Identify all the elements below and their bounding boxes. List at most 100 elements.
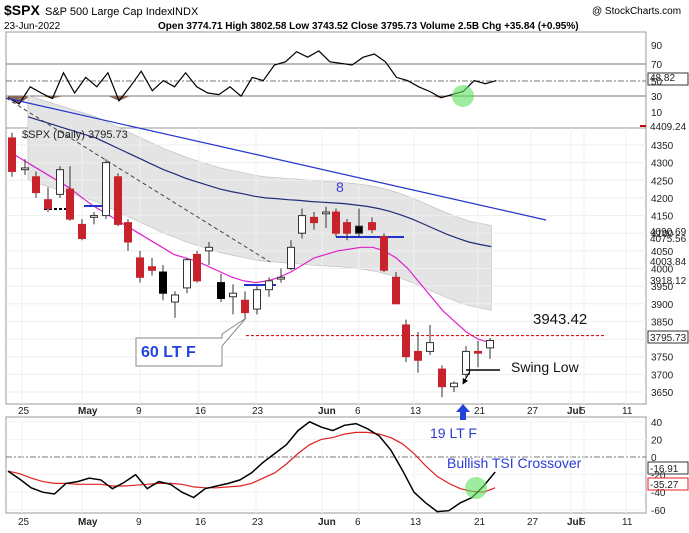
tsi-line xyxy=(7,420,496,513)
x-tick-label: 23 xyxy=(252,406,264,417)
candle-down xyxy=(8,137,16,172)
candle xyxy=(171,291,179,318)
index-name: S&P 500 Large Cap Index xyxy=(45,6,173,18)
candle-down xyxy=(402,324,410,358)
candle-down xyxy=(32,176,40,194)
x-tick-label: May xyxy=(78,406,98,417)
candle-down xyxy=(310,216,318,224)
candle xyxy=(265,277,273,297)
candle-down xyxy=(114,176,122,225)
price-tick-label: 3950 xyxy=(651,282,674,293)
price-tick-label: 4350 xyxy=(651,141,674,152)
candle xyxy=(355,208,363,237)
candle xyxy=(159,264,167,301)
tsi-value-label: -16.91 xyxy=(650,464,679,475)
x-tick-label-bottom: May xyxy=(78,517,98,528)
candle-down xyxy=(343,222,351,234)
candle-up xyxy=(183,259,191,289)
candle-up xyxy=(102,162,110,217)
tsi-crossover-highlight xyxy=(465,477,487,499)
ohlc-line: Open 3774.71 High 3802.58 Low 3743.52 Cl… xyxy=(158,21,579,32)
x-tick-label-bottom: 23 xyxy=(252,517,264,528)
candle-up xyxy=(450,382,458,388)
tsi-panel: 40 20 0 -20 -40 -60 -16.91 -35.27 xyxy=(6,417,689,517)
candle-up xyxy=(287,246,295,269)
candle-up xyxy=(462,350,470,375)
x-tick-label: 16 xyxy=(195,406,207,417)
price-tag-label: 4090.69 xyxy=(650,227,687,238)
candle xyxy=(287,240,295,271)
level-label: 3943.42 xyxy=(533,311,587,328)
candle-up xyxy=(171,294,179,303)
candle xyxy=(102,159,110,220)
oscillator-line xyxy=(7,50,497,105)
up-arrow-icon xyxy=(456,404,470,420)
candle xyxy=(474,340,482,368)
price-tag-label: 4075.56 xyxy=(650,234,687,245)
candle xyxy=(148,257,156,276)
tsi-tick-label: -60 xyxy=(651,506,666,517)
wave-label: 8 xyxy=(336,179,344,195)
candle-up xyxy=(21,167,29,171)
candle-up xyxy=(355,225,363,234)
price-tick-label: 3900 xyxy=(651,300,674,311)
x-tick-label-bottom: 6 xyxy=(355,517,361,528)
x-tick-label-bottom: 21 xyxy=(474,517,486,528)
x-tick-label: Jul xyxy=(567,406,582,417)
tsi-tick-label: 40 xyxy=(651,418,663,429)
candle-down xyxy=(438,368,446,388)
price-panel-frame xyxy=(5,127,647,405)
candle xyxy=(78,219,86,241)
x-tick-label-bottom: 25 xyxy=(18,517,30,528)
x-tick-label-bottom: 27 xyxy=(527,517,539,528)
candle-down xyxy=(217,282,225,299)
price-tick-label: 4100 xyxy=(651,229,674,240)
candle-down xyxy=(159,271,167,294)
candle-up xyxy=(229,292,237,298)
candle-down xyxy=(474,350,482,354)
candle xyxy=(124,219,132,251)
x-tick-label-bottom: Jun xyxy=(318,517,336,528)
candle-up xyxy=(277,276,285,280)
candle xyxy=(298,208,306,239)
oscillator-tick-label: 50 xyxy=(651,77,663,88)
candle xyxy=(136,250,144,283)
candle-down xyxy=(136,257,144,278)
exchange-label: INDX xyxy=(172,6,199,18)
oversold-fill xyxy=(19,96,31,104)
candle-up xyxy=(298,215,306,234)
lt-box xyxy=(135,317,247,367)
candle-up xyxy=(90,215,98,218)
oscillator-tick-label: 30 xyxy=(651,92,663,103)
x-tick-label: Jun xyxy=(318,406,336,417)
tsi-tick-label: 0 xyxy=(651,453,657,464)
swing-low-label: Swing Low xyxy=(511,359,580,375)
oversold-fill xyxy=(52,96,64,99)
tsi-signal-box xyxy=(647,477,689,491)
arrow-label: 19 LT F xyxy=(430,425,477,441)
candle xyxy=(8,132,16,177)
oversold-fill xyxy=(107,96,119,101)
price-panel: 4350 4300 4250 4200 4150 4100 4050 4000 3950 3900… xyxy=(5,95,689,404)
x-tick-label-bottom: 11 xyxy=(622,517,633,528)
x-tick-label-bottom: Jul xyxy=(567,517,582,528)
oscillator-price-label: 4409.24 xyxy=(650,122,687,133)
candle xyxy=(114,173,122,227)
dashed-trendline xyxy=(5,97,271,263)
price-tick-label: 3850 xyxy=(651,317,674,328)
watermark: @ StockCharts.com xyxy=(592,6,681,17)
tsi-signal-label: -35.27 xyxy=(650,480,679,491)
x-tick-label-bottom: 9 xyxy=(136,517,142,528)
candle xyxy=(332,208,340,237)
candle-down xyxy=(241,299,249,314)
chart-date: 23-Jun-2022 xyxy=(4,21,61,32)
candle-down xyxy=(368,222,376,231)
tsi-tick-label: -20 xyxy=(651,471,666,482)
x-tick-label-bottom: 13 xyxy=(410,517,422,528)
tsi-signal-line xyxy=(7,431,496,493)
candle xyxy=(66,166,74,221)
candle-down xyxy=(124,222,132,243)
price-tag-box xyxy=(647,330,689,344)
tsi-tick-label: -40 xyxy=(651,488,666,499)
